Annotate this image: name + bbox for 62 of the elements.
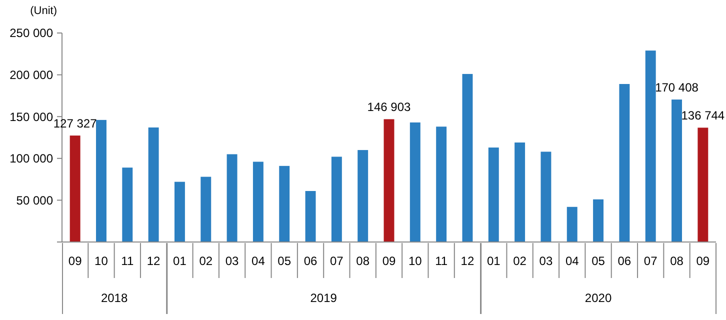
- x-tick-label: 03: [539, 254, 553, 268]
- x-tick-label: 06: [618, 254, 632, 268]
- x-tick-label: 01: [173, 254, 187, 268]
- y-axis-title: (Unit): [30, 5, 57, 17]
- bar: [384, 119, 394, 242]
- bar: [593, 199, 604, 242]
- y-tick-label: 250 000: [10, 26, 54, 40]
- x-tick-label: 09: [68, 254, 82, 268]
- data-label: 146 903: [367, 100, 412, 114]
- bar: [200, 176, 212, 242]
- bar: [252, 162, 264, 242]
- bar: [305, 191, 316, 242]
- bar: [698, 128, 708, 242]
- bar: [279, 166, 290, 242]
- x-tick-label: 03: [225, 254, 240, 268]
- x-tick-label: 07: [644, 254, 658, 268]
- x-tick-label: 05: [278, 254, 292, 268]
- y-tick-label: 100 000: [10, 152, 54, 166]
- bar: [436, 126, 447, 242]
- bar: [96, 120, 106, 242]
- x-tick-label: 11: [121, 254, 134, 268]
- bar: [462, 74, 473, 242]
- data-label: 170 408: [655, 80, 699, 95]
- bar: [226, 154, 238, 242]
- y-tick-label: 50 000: [16, 193, 54, 208]
- x-tick-label: 08: [670, 254, 684, 268]
- x-tick-label: 12: [460, 254, 474, 268]
- bar: [540, 152, 552, 242]
- bar: [410, 122, 420, 242]
- text: 2020: [584, 291, 612, 306]
- x-tick-label: 09: [696, 254, 710, 268]
- x-tick-label: 04: [565, 254, 580, 268]
- bar: [672, 100, 682, 242]
- x-tick-label: 01: [486, 254, 501, 268]
- bar: [358, 150, 368, 242]
- bar: [148, 127, 159, 242]
- x-tick-label: 11: [435, 254, 448, 268]
- bar: [488, 148, 499, 242]
- bar: [70, 136, 80, 242]
- y-tick-label: 200 000: [10, 68, 54, 82]
- text: 2019: [310, 291, 338, 306]
- x-tick-label: 09: [382, 254, 396, 268]
- bar: [174, 182, 185, 242]
- bar: [645, 50, 656, 242]
- x-tick-label: 06: [304, 254, 318, 268]
- x-tick-label: 10: [94, 254, 108, 268]
- x-tick-label: 04: [252, 254, 266, 268]
- x-tick-label: 08: [356, 254, 370, 268]
- bar: [331, 156, 342, 242]
- x-tick-label: 10: [408, 254, 422, 268]
- bar: [122, 168, 133, 242]
- x-tick-label: 12: [146, 254, 161, 268]
- bar: [514, 142, 526, 242]
- x-tick-label: 05: [592, 254, 606, 268]
- text: 2018: [100, 291, 128, 306]
- x-tick-label: 02: [199, 254, 213, 268]
- y-tick-label: 150 000: [10, 110, 54, 124]
- data-label: 136 744: [681, 108, 725, 123]
- x-tick-label: 02: [513, 254, 527, 268]
- x-tick-label: 07: [330, 254, 344, 268]
- bar: [619, 84, 630, 242]
- bar: [566, 206, 578, 242]
